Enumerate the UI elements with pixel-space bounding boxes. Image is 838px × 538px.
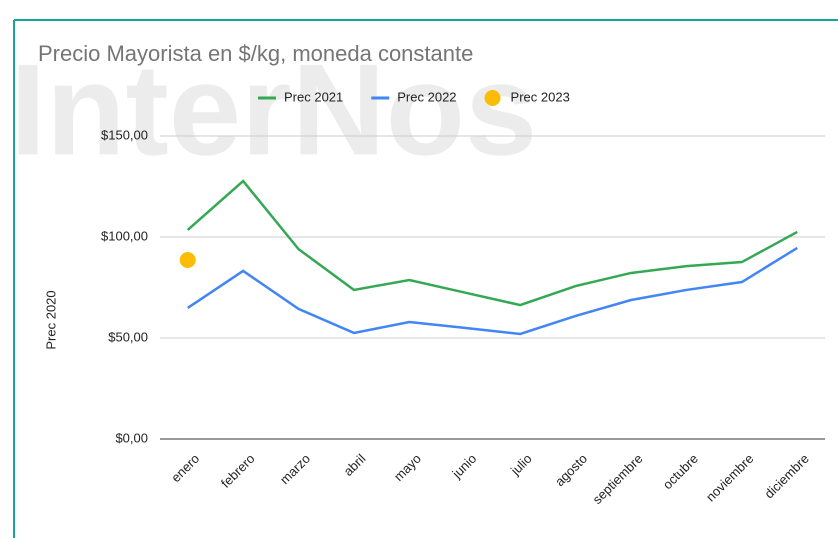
y-tick-label: $150,00 (101, 127, 148, 142)
y-tick-label: $0,00 (115, 430, 148, 445)
y-tick-label: $50,00 (108, 329, 148, 344)
legend-label: Prec 2021 (284, 89, 343, 104)
line (186, 179, 798, 307)
point (179, 252, 196, 269)
line (187, 246, 798, 336)
watermark: InterNos (10, 36, 537, 182)
y-tick-label: $100,00 (101, 228, 148, 243)
y-axis-label: Prec 2020 (43, 290, 58, 349)
legend-label: Prec 2023 (511, 89, 570, 104)
chart-title: Precio Mayorista en $/kg, moneda constan… (38, 41, 473, 66)
legend-swatch (484, 90, 501, 106)
legend-label: Prec 2022 (397, 89, 456, 104)
